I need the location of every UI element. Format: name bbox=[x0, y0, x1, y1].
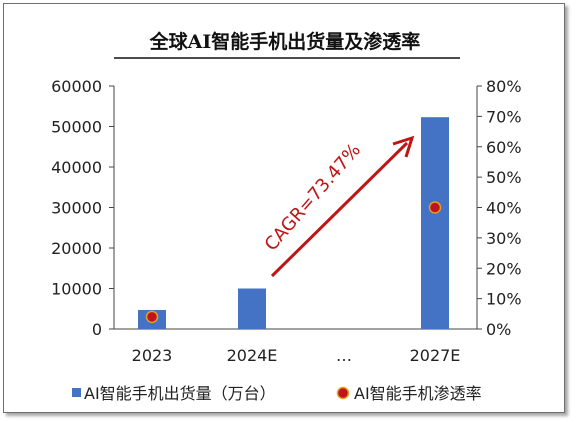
point-2027E bbox=[428, 201, 442, 214]
left-tick-label: 40000 bbox=[51, 158, 102, 177]
left-tick-label: 50000 bbox=[51, 118, 102, 137]
right-tick-label: 60% bbox=[486, 138, 522, 157]
legend-swatch-shipments bbox=[72, 388, 81, 397]
chart-frame: 全球AI智能手机出货量及渗透率 0 10000 20000 30000 40000 500… bbox=[3, 3, 565, 413]
legend-label-shipments: AI智能手机出货量（万台） bbox=[84, 384, 276, 403]
left-tick-label: 30000 bbox=[51, 199, 102, 218]
left-tick-label: 20000 bbox=[51, 239, 102, 258]
right-tick-label: 50% bbox=[486, 168, 522, 187]
left-axis: 0 10000 20000 30000 40000 50000 60000 bbox=[51, 77, 114, 339]
right-tick-label: 10% bbox=[486, 290, 522, 309]
right-axis: 0% 10% 20% 30% 40% 50% 60% 70% 80% bbox=[477, 77, 522, 339]
right-tick-label: 80% bbox=[486, 77, 522, 96]
right-tick-label: 0% bbox=[486, 320, 511, 339]
chart-title: 全球AI智能手机出货量及渗透率 bbox=[149, 30, 421, 53]
bar-2024E bbox=[238, 288, 266, 329]
chart: 全球AI智能手机出货量及渗透率 0 10000 20000 30000 40000 500… bbox=[51, 30, 522, 403]
legend: AI智能手机出货量（万台） AI智能手机渗透率 bbox=[72, 384, 482, 403]
bar-2027E bbox=[421, 117, 449, 329]
legend-label-penetration: AI智能手机渗透率 bbox=[354, 384, 482, 403]
right-tick-label: 40% bbox=[486, 199, 522, 218]
right-tick-label: 70% bbox=[486, 107, 522, 126]
right-tick-label: 30% bbox=[486, 229, 522, 248]
x-tick-label: 2023 bbox=[132, 346, 173, 365]
x-tick-label: 2027E bbox=[410, 346, 461, 365]
left-tick-label: 10000 bbox=[51, 280, 102, 299]
x-tick-label: … bbox=[336, 346, 352, 365]
cagr-arrow: CAGR=73.47% bbox=[261, 135, 415, 278]
bar-series bbox=[138, 117, 449, 329]
legend-swatch-penetration bbox=[336, 386, 350, 400]
scatter-series bbox=[145, 201, 442, 324]
x-tick-label: 2024E bbox=[227, 346, 278, 365]
left-tick-label: 0 bbox=[92, 320, 102, 339]
cagr-arrow-head bbox=[392, 135, 415, 158]
cagr-arrow-line bbox=[270, 141, 409, 278]
left-tick-label: 60000 bbox=[51, 77, 102, 96]
right-tick-label: 20% bbox=[486, 259, 522, 278]
x-axis-labels: 2023 2024E … 2027E bbox=[132, 346, 461, 365]
point-2023 bbox=[145, 310, 159, 324]
